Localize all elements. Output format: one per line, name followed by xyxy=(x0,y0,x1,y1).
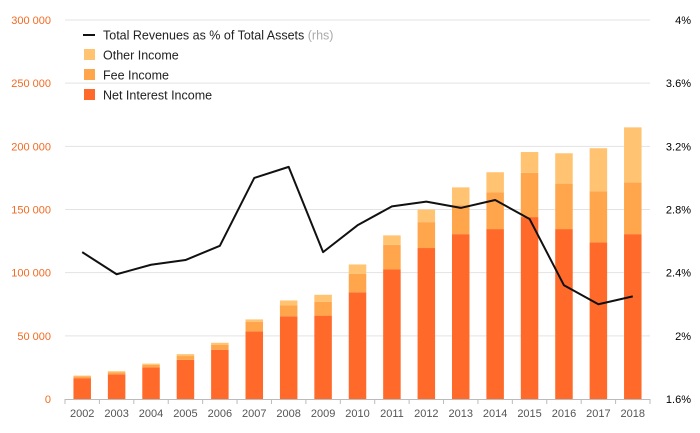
bar-net-interest-income-2002 xyxy=(73,378,91,399)
x-tick-label: 2010 xyxy=(345,408,369,420)
bar-fee-income-2002 xyxy=(73,376,91,379)
legend-swatch-fee-income xyxy=(84,69,95,80)
bar-net-interest-income-2003 xyxy=(107,374,126,399)
y-right-tick-label: 4% xyxy=(675,15,691,27)
legend-swatch-net-interest-income xyxy=(84,89,95,100)
x-tick-label: 2016 xyxy=(552,408,576,420)
bar-other-income-2009 xyxy=(314,294,332,302)
bar-net-interest-income-2010 xyxy=(348,292,367,399)
x-tick-label: 2005 xyxy=(173,408,197,420)
bar-fee-income-2011 xyxy=(383,244,401,270)
bar-other-income-2013 xyxy=(451,187,470,206)
bar-net-interest-income-2006 xyxy=(211,349,229,399)
bar-fee-income-2012 xyxy=(417,222,436,249)
bar-net-interest-income-2012 xyxy=(417,248,436,399)
y-left-tick-label: 200 000 xyxy=(11,141,51,153)
bar-fee-income-2006 xyxy=(211,344,229,350)
legend-suffix-rhs: (rhs) xyxy=(308,29,334,43)
bar-net-interest-income-2014 xyxy=(486,229,504,399)
bar-net-interest-income-2015 xyxy=(520,217,539,399)
bar-fee-income-2014 xyxy=(486,192,504,230)
y-right-tick-label: 2.8% xyxy=(666,205,691,217)
bar-other-income-2004 xyxy=(142,363,160,365)
bar-fee-income-2010 xyxy=(348,273,367,293)
x-tick-label: 2017 xyxy=(586,408,610,420)
x-tick-label: 2012 xyxy=(414,408,438,420)
y-left-tick-label: 150 000 xyxy=(11,205,51,217)
bar-other-income-2005 xyxy=(176,354,195,357)
bar-fee-income-2016 xyxy=(555,183,573,230)
y-right-tick-label: 3.6% xyxy=(666,78,691,90)
y-right-tick-label: 2% xyxy=(675,331,691,343)
bar-fee-income-2013 xyxy=(451,205,470,235)
bar-other-income-2006 xyxy=(211,342,229,345)
x-tick-label: 2007 xyxy=(242,408,266,420)
x-tick-label: 2013 xyxy=(448,408,472,420)
bar-other-income-2012 xyxy=(417,209,436,223)
x-tick-label: 2009 xyxy=(311,408,335,420)
bar-other-income-2002 xyxy=(73,375,91,377)
bar-fee-income-2009 xyxy=(314,301,332,316)
bar-other-income-2018 xyxy=(624,127,642,183)
bar-net-interest-income-2005 xyxy=(176,359,195,399)
x-tick-label: 2004 xyxy=(139,408,163,420)
line-total-revenues-pct-assets xyxy=(81,165,634,306)
y-left-tick-label: 100 000 xyxy=(11,268,51,280)
x-tick-label: 2018 xyxy=(621,408,645,420)
y-right-tick-label: 3.2% xyxy=(666,141,691,153)
bar-other-income-2007 xyxy=(245,319,264,322)
bar-net-interest-income-2011 xyxy=(383,269,401,399)
bar-net-interest-income-2013 xyxy=(451,234,470,399)
bar-fee-income-2015 xyxy=(520,172,539,218)
bar-other-income-2015 xyxy=(520,152,539,173)
bar-net-interest-income-2009 xyxy=(314,315,332,399)
legend-label-line: Total Revenues as % of Total Assets (rhs… xyxy=(103,29,333,43)
bar-other-income-2011 xyxy=(383,235,401,245)
bar-other-income-2016 xyxy=(555,153,573,184)
y-right-tick-label: 2.4% xyxy=(666,268,691,280)
bar-net-interest-income-2017 xyxy=(589,242,608,399)
bar-net-interest-income-2008 xyxy=(279,316,298,399)
bar-fee-income-2007 xyxy=(245,321,264,332)
bar-other-income-2014 xyxy=(486,172,504,193)
y-right-tick-label: 1.6% xyxy=(666,394,691,406)
bar-fee-income-2018 xyxy=(624,182,642,235)
x-tick-label: 2014 xyxy=(483,408,507,420)
bar-fee-income-2003 xyxy=(107,372,126,375)
x-tick-label: 2002 xyxy=(70,408,94,420)
bar-net-interest-income-2007 xyxy=(245,331,264,399)
bar-fee-income-2017 xyxy=(589,191,608,243)
bar-fee-income-2004 xyxy=(142,364,160,368)
x-tick-label: 2003 xyxy=(104,408,128,420)
legend-label-other-income: Other Income xyxy=(103,49,179,63)
bar-net-interest-income-2016 xyxy=(555,229,573,399)
bar-other-income-2008 xyxy=(279,300,298,306)
bar-other-income-2003 xyxy=(107,371,126,373)
y-left-tick-label: 300 000 xyxy=(11,15,51,27)
x-tick-label: 2015 xyxy=(517,408,541,420)
legend-label-net-interest-income: Net Interest Income xyxy=(103,89,212,103)
bar-net-interest-income-2018 xyxy=(624,234,642,399)
x-tick-label: 2008 xyxy=(276,408,300,420)
bar-other-income-2010 xyxy=(348,264,367,274)
y-left-tick-label: 0 xyxy=(45,394,51,406)
y-left-tick-label: 50 000 xyxy=(17,331,51,343)
legend-swatch-other-income xyxy=(84,49,95,60)
bar-fee-income-2008 xyxy=(279,305,298,317)
y-left-tick-label: 250 000 xyxy=(11,78,51,90)
bar-fee-income-2005 xyxy=(176,356,195,360)
x-tick-label: 2011 xyxy=(380,408,404,420)
legend-label-fee-income: Fee Income xyxy=(103,69,169,83)
bar-other-income-2017 xyxy=(589,148,608,192)
x-tick-label: 2006 xyxy=(208,408,232,420)
bar-net-interest-income-2004 xyxy=(142,367,160,399)
